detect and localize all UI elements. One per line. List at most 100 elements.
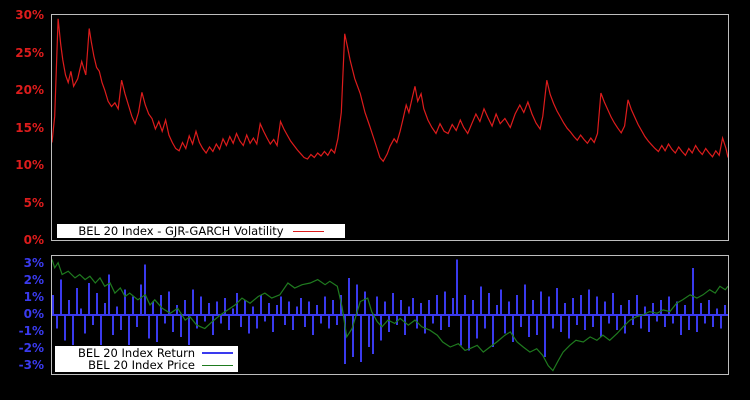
y-tick-label: 0% [23,307,44,321]
return-bar [492,315,494,347]
return-bar [452,298,454,315]
y-tick-label: 25% [15,45,44,60]
volatility-line [52,18,728,163]
return-bar [496,304,498,315]
return-bar [332,299,334,315]
return-bar [424,315,426,334]
return-bar [536,315,538,336]
y-tick-label: -2% [18,340,44,355]
return-bar [184,299,186,315]
return-bar [156,315,158,342]
returns-plot-area: BEL 20 Index Return BEL 20 Index Price [51,255,729,375]
return-bar [460,315,462,346]
returns-legend: BEL 20 Index Return BEL 20 Index Price [54,345,239,373]
return-bar [164,315,166,324]
return-bar [352,315,354,358]
y-tick-label: 0% [23,233,44,247]
return-bar [80,308,82,315]
return-bar [392,293,394,315]
return-bar [644,306,646,315]
return-bar [160,294,162,315]
return-bar [584,315,586,331]
return-bar [272,315,274,332]
return-bar [264,315,266,322]
return-bar [596,296,598,315]
y-tick-label: 20% [15,83,44,97]
return-bar [360,315,362,363]
return-bar [248,315,250,334]
return-bar [204,315,206,322]
returns-legend-line-sample [202,352,233,354]
return-bar [84,315,86,334]
return-bar [680,315,682,336]
return-bar [716,308,718,315]
return-bar [316,304,318,315]
return-bar [120,315,122,331]
return-bar [440,315,442,331]
return-bar [112,315,114,336]
return-bar [144,264,146,315]
return-bar [212,315,214,336]
return-bar [384,301,386,315]
return-bar [140,284,142,315]
return-bar [292,315,294,331]
return-bar [288,301,290,315]
y-tick-label: 1% [23,290,44,305]
return-bar [240,315,242,327]
return-bar [252,306,254,315]
return-bar [476,315,478,339]
return-bar [516,294,518,315]
return-bar [572,298,574,315]
return-bar [672,315,674,324]
return-bar [356,284,358,315]
return-bar [300,298,302,315]
return-bar [324,296,326,315]
return-bar [176,304,178,315]
return-bar [312,315,314,336]
return-bar [588,289,590,315]
return-bar [96,293,98,315]
return-bar [236,293,238,315]
return-bar [304,315,306,327]
return-bar [696,315,698,332]
return-bar [396,315,398,326]
return-bar [76,288,78,315]
return-bar [532,299,534,315]
return-bar [172,315,174,332]
return-bar [620,304,622,315]
return-bar [564,303,566,315]
return-bar [408,306,410,315]
return-bar [152,301,154,315]
return-bar [560,315,562,332]
return-bar [548,296,550,315]
return-bar [56,315,58,329]
return-bar [224,298,226,315]
return-bar [480,286,482,315]
return-bar [628,299,630,315]
return-bar [400,299,402,315]
return-bar [484,315,486,329]
return-bar [364,291,366,315]
return-bar [132,296,134,315]
return-bar [724,304,726,315]
return-bar [612,293,614,315]
return-bar [196,315,198,329]
return-bar [660,299,662,315]
return-bar [88,283,90,315]
returns-bars-svg [52,259,728,372]
y-tick-label: 2% [23,273,44,288]
return-bar [100,315,102,346]
return-bar [640,315,642,329]
return-bar [388,315,390,332]
return-bar [504,315,506,334]
y-tick-label: -1% [18,323,44,338]
return-bar [376,296,378,315]
return-bar [704,315,706,324]
return-bar [320,315,322,324]
return-bar [244,299,246,315]
return-bar [344,315,346,364]
return-bar [232,308,234,315]
return-bar [216,301,218,315]
returns-legend-row: BEL 20 Index Return [55,347,233,359]
